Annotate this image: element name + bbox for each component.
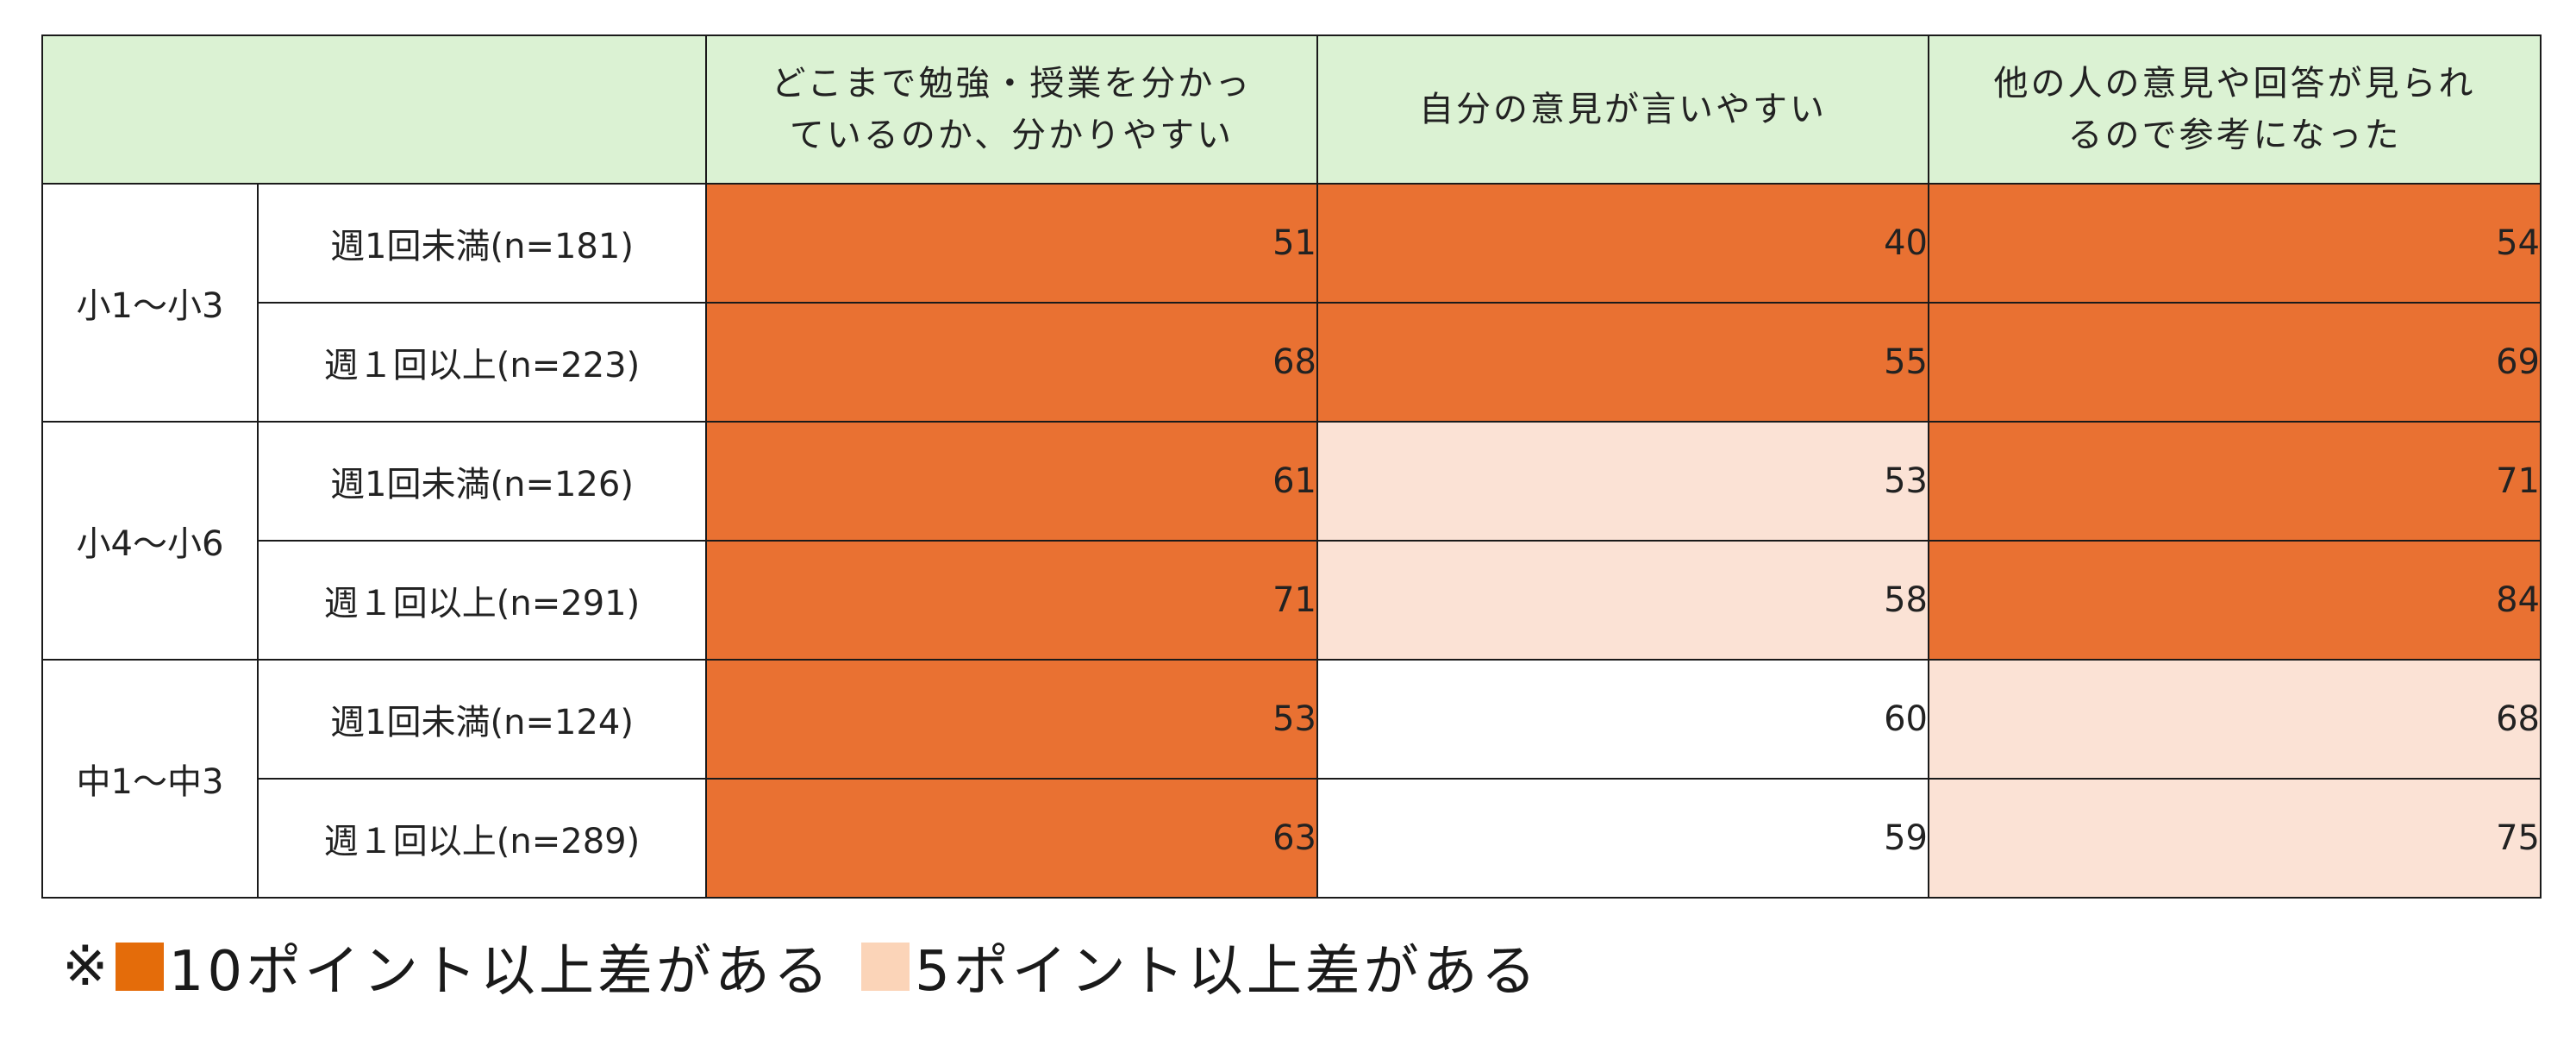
legend-swatch-mild bbox=[861, 943, 910, 991]
table-row: 小1～小3 週1回未満(n=181) 51 40 54 bbox=[41, 183, 2542, 423]
value-cell: 68 bbox=[705, 302, 1318, 423]
group-label: 中1～中3 bbox=[41, 659, 259, 899]
results-table: どこまで勉強・授業を分かっ ているのか、分かりやすい 自分の意見が言いやすい 他… bbox=[41, 34, 2542, 899]
group-label: 小4～小6 bbox=[41, 421, 259, 661]
value-cell: 53 bbox=[705, 659, 1318, 780]
table-row: 週１回以上(n=289) 63 59 75 bbox=[42, 778, 2542, 899]
legend: ※ 10ポイント以上差がある 5ポイント以上差がある bbox=[62, 928, 1540, 1005]
group-label: 小1～小3 bbox=[41, 183, 259, 423]
column-header-express-opinion: 自分の意見が言いやすい bbox=[1316, 34, 1929, 185]
value-cell: 54 bbox=[1928, 183, 2542, 304]
value-cell: 59 bbox=[1316, 778, 1929, 899]
row-label: 週1回未満(n=181) bbox=[257, 183, 707, 304]
column-header-reference-others: 他の人の意見や回答が見られ るので参考になった bbox=[1928, 34, 2542, 185]
table-row: 小4～小6 週1回未満(n=126) 61 53 71 bbox=[41, 421, 2542, 661]
value-cell: 63 bbox=[705, 778, 1318, 899]
value-cell: 40 bbox=[1316, 183, 1929, 304]
row-label: 週１回以上(n=291) bbox=[257, 540, 707, 661]
value-cell: 84 bbox=[1928, 540, 2542, 661]
legend-label-mild: 5ポイント以上差がある bbox=[915, 940, 1540, 1004]
value-cell: 61 bbox=[705, 421, 1318, 542]
value-cell: 53 bbox=[1316, 421, 1929, 542]
table-row: 中1～中3 週1回未満(n=124) 53 60 68 bbox=[41, 659, 2542, 899]
value-cell: 58 bbox=[1316, 540, 1929, 661]
results-table-wrap: どこまで勉強・授業を分かっ ているのか、分かりやすい 自分の意見が言いやすい 他… bbox=[41, 34, 2542, 899]
column-header-understanding: どこまで勉強・授業を分かっ ているのか、分かりやすい bbox=[705, 34, 1318, 185]
header-row: どこまで勉強・授業を分かっ ているのか、分かりやすい 自分の意見が言いやすい 他… bbox=[41, 34, 2542, 185]
value-cell: 60 bbox=[1316, 659, 1929, 780]
legend-note-mark: ※ bbox=[62, 935, 109, 999]
table-row: 週１回以上(n=291) 71 58 84 bbox=[42, 540, 2542, 661]
value-cell: 71 bbox=[705, 540, 1318, 661]
row-label: 週１回以上(n=223) bbox=[257, 302, 707, 423]
legend-swatch-strong bbox=[115, 943, 164, 991]
value-cell: 55 bbox=[1316, 302, 1929, 423]
value-cell: 75 bbox=[1928, 778, 2542, 899]
value-cell: 68 bbox=[1928, 659, 2542, 780]
header-corner-cell bbox=[41, 34, 707, 185]
legend-label-strong: 10ポイント以上差がある bbox=[168, 940, 833, 1004]
row-label: 週1回未満(n=124) bbox=[257, 659, 707, 780]
value-cell: 71 bbox=[1928, 421, 2542, 542]
row-label: 週1回未満(n=126) bbox=[257, 421, 707, 542]
value-cell: 51 bbox=[705, 183, 1318, 304]
table-row: 週１回以上(n=223) 68 55 69 bbox=[42, 302, 2542, 423]
row-label: 週１回以上(n=289) bbox=[257, 778, 707, 899]
value-cell: 69 bbox=[1928, 302, 2542, 423]
